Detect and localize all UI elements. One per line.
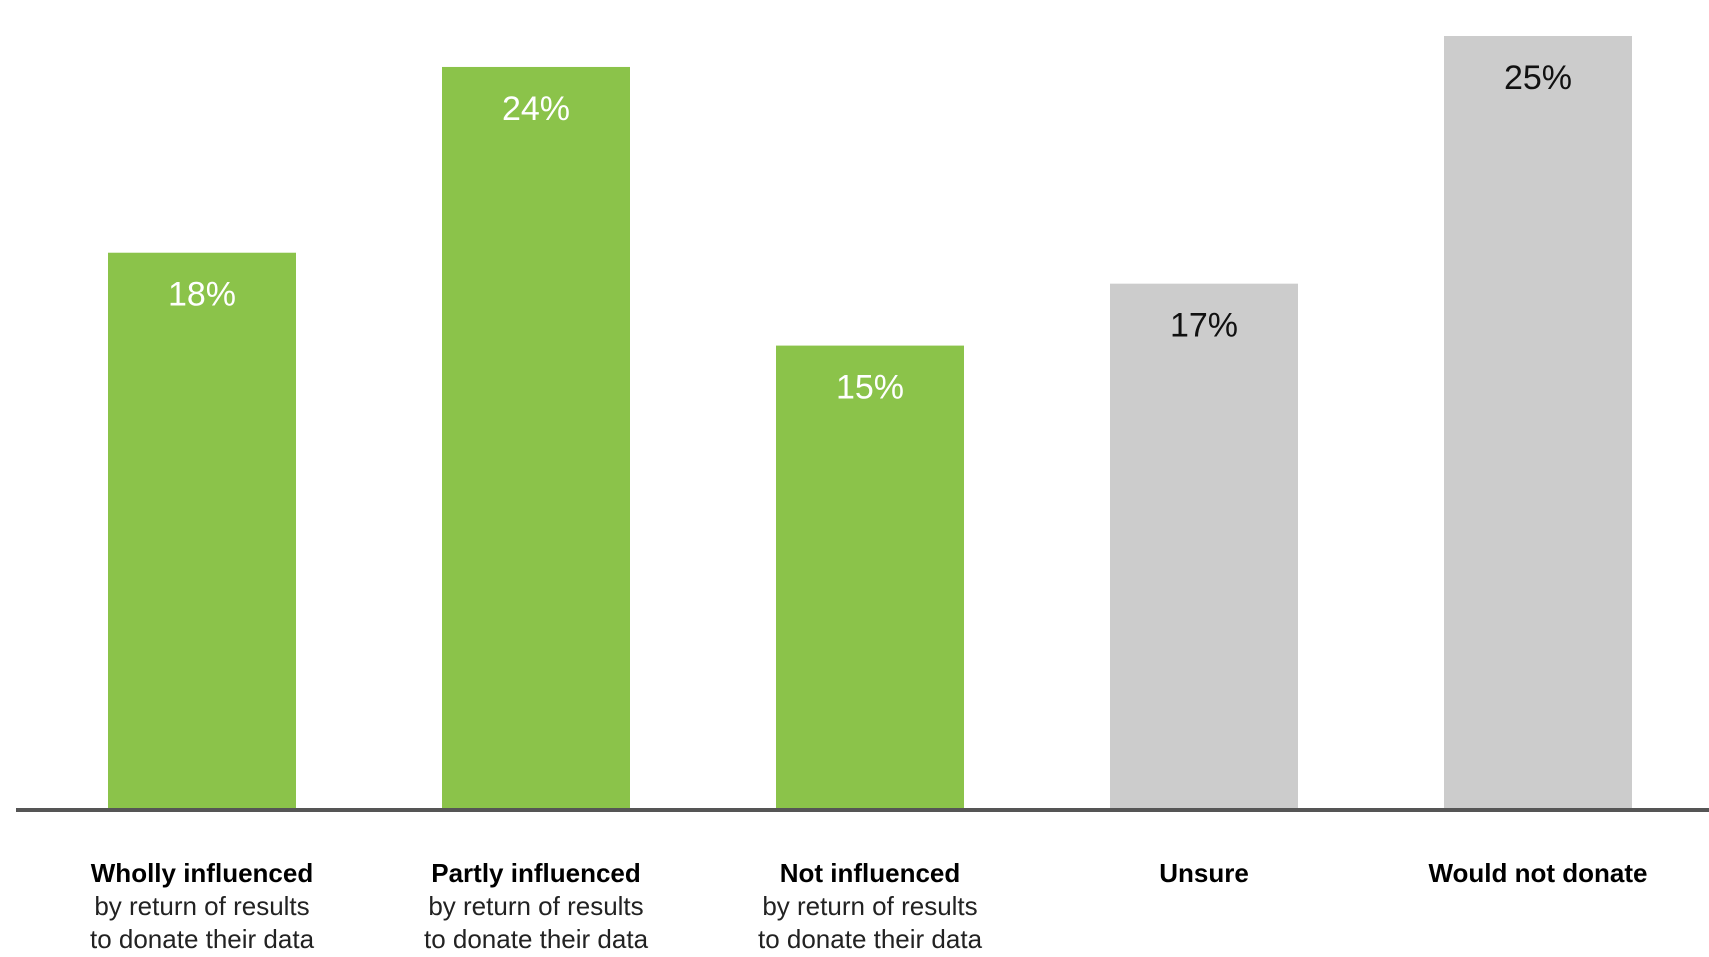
value-labels-group: 18% 24% 15% 17% 25% xyxy=(168,59,1572,407)
category-label-1: Wholly influenced xyxy=(91,858,313,888)
bar-value-label-5: 25% xyxy=(1504,59,1572,97)
category-sublabel-1-1: by return of results xyxy=(94,891,309,921)
bar-4 xyxy=(1110,283,1298,810)
category-label-2: Partly influenced xyxy=(431,858,641,888)
category-sublabel-1-2: to donate their data xyxy=(90,924,315,954)
category-label-4: Unsure xyxy=(1159,858,1249,888)
category-sublabel-3-1: by return of results xyxy=(762,891,977,921)
bar-5 xyxy=(1444,36,1632,810)
bar-3 xyxy=(776,345,964,810)
category-label-5: Would not donate xyxy=(1428,858,1647,888)
bar-value-label-3: 15% xyxy=(836,369,904,407)
bar-value-label-2: 24% xyxy=(502,90,570,128)
bar-value-label-1: 18% xyxy=(168,276,236,314)
category-sublabel-3-2: to donate their data xyxy=(758,924,983,954)
bar-2 xyxy=(442,66,630,810)
category-sublabel-2-2: to donate their data xyxy=(424,924,649,954)
bars-group xyxy=(108,36,1632,811)
category-sublabel-2-1: by return of results xyxy=(428,891,643,921)
bar-1 xyxy=(108,252,296,811)
category-label-3: Not influenced xyxy=(780,858,961,888)
bar-value-label-4: 17% xyxy=(1170,307,1238,345)
